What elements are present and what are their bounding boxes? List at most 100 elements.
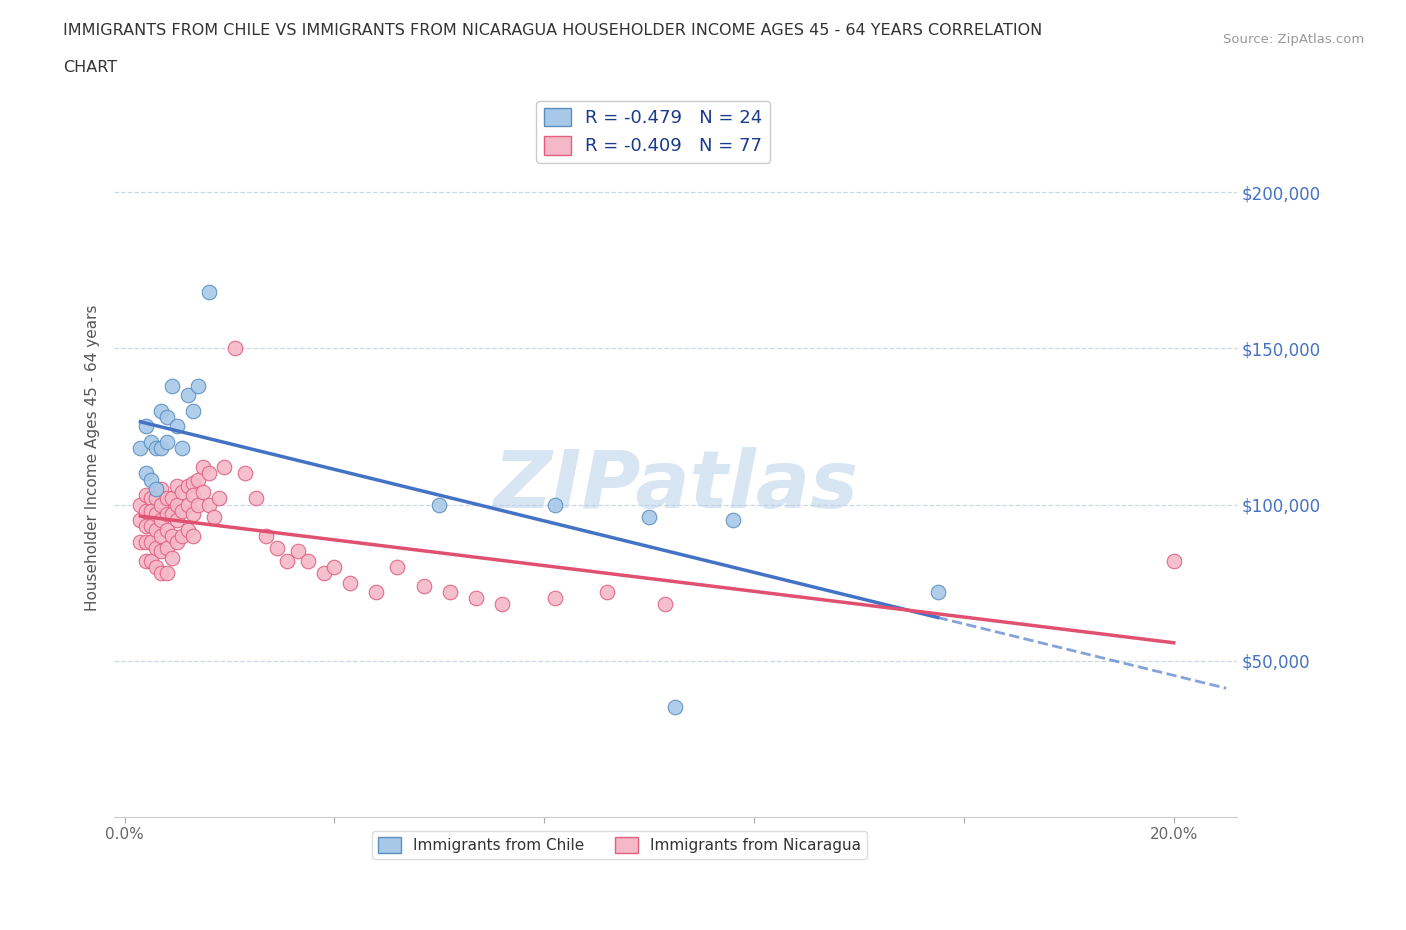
Point [664, 700, 686, 715]
Point [145, 482, 167, 497]
Point [135, 519, 157, 534]
Point [172, 485, 194, 499]
Point [156, 541, 179, 556]
Point [135, 553, 157, 568]
Text: CHART: CHART [63, 60, 117, 75]
Point [312, 565, 335, 580]
Point [181, 507, 204, 522]
Point [150, 565, 173, 580]
Point [145, 491, 167, 506]
Point [172, 528, 194, 543]
Point [181, 487, 204, 502]
Point [287, 544, 309, 559]
Point [638, 510, 661, 525]
Point [245, 491, 267, 506]
Point [176, 522, 198, 537]
Point [181, 404, 204, 418]
Point [366, 584, 388, 599]
Point [160, 507, 183, 522]
Point [596, 584, 619, 599]
Point [193, 459, 215, 474]
Point [135, 535, 157, 550]
Point [187, 498, 209, 512]
Point [224, 341, 246, 356]
Point [208, 491, 231, 506]
Point [156, 434, 179, 449]
Point [145, 507, 167, 522]
Point [150, 528, 173, 543]
Point [1163, 553, 1185, 568]
Point [156, 410, 179, 425]
Text: Source: ZipAtlas.com: Source: ZipAtlas.com [1223, 33, 1364, 46]
Point [160, 551, 183, 565]
Point [187, 379, 209, 393]
Point [139, 553, 162, 568]
Point [202, 510, 225, 525]
Point [166, 512, 188, 527]
Point [160, 379, 183, 393]
Point [166, 535, 188, 550]
Point [181, 475, 204, 490]
Point [135, 419, 157, 434]
Point [135, 487, 157, 502]
Point [129, 512, 152, 527]
Point [297, 553, 319, 568]
Point [156, 522, 179, 537]
Point [172, 441, 194, 456]
Legend: Immigrants from Chile, Immigrants from Nicaragua: Immigrants from Chile, Immigrants from N… [371, 831, 868, 859]
Point [412, 578, 434, 593]
Point [276, 553, 298, 568]
Point [176, 498, 198, 512]
Point [139, 535, 162, 550]
Point [166, 498, 188, 512]
Point [139, 519, 162, 534]
Point [156, 507, 179, 522]
Point [233, 466, 256, 481]
Point [160, 528, 183, 543]
Point [145, 541, 167, 556]
Point [187, 472, 209, 487]
Point [197, 285, 219, 299]
Point [166, 478, 188, 493]
Point [544, 498, 567, 512]
Point [197, 466, 219, 481]
Point [654, 597, 676, 612]
Point [139, 434, 162, 449]
Point [254, 528, 277, 543]
Point [721, 512, 744, 527]
Point [150, 512, 173, 527]
Point [429, 498, 451, 512]
Point [129, 498, 152, 512]
Point [323, 560, 346, 575]
Text: ZIPatlas: ZIPatlas [494, 447, 858, 525]
Point [135, 503, 157, 518]
Point [135, 466, 157, 481]
Point [193, 485, 215, 499]
Point [150, 482, 173, 497]
Point [491, 597, 513, 612]
Point [181, 528, 204, 543]
Point [387, 560, 409, 575]
Point [156, 491, 179, 506]
Point [266, 541, 288, 556]
Point [129, 535, 152, 550]
Point [465, 591, 488, 605]
Point [145, 522, 167, 537]
Point [145, 560, 167, 575]
Point [166, 419, 188, 434]
Point [145, 441, 167, 456]
Point [150, 498, 173, 512]
Point [150, 441, 173, 456]
Point [129, 441, 152, 456]
Point [160, 491, 183, 506]
Point [544, 591, 567, 605]
Point [339, 575, 361, 590]
Point [139, 503, 162, 518]
Y-axis label: Householder Income Ages 45 - 64 years: Householder Income Ages 45 - 64 years [86, 304, 100, 611]
Point [197, 498, 219, 512]
Point [927, 584, 949, 599]
Point [176, 478, 198, 493]
Point [156, 565, 179, 580]
Point [150, 544, 173, 559]
Text: IMMIGRANTS FROM CHILE VS IMMIGRANTS FROM NICARAGUA HOUSEHOLDER INCOME AGES 45 - : IMMIGRANTS FROM CHILE VS IMMIGRANTS FROM… [63, 23, 1042, 38]
